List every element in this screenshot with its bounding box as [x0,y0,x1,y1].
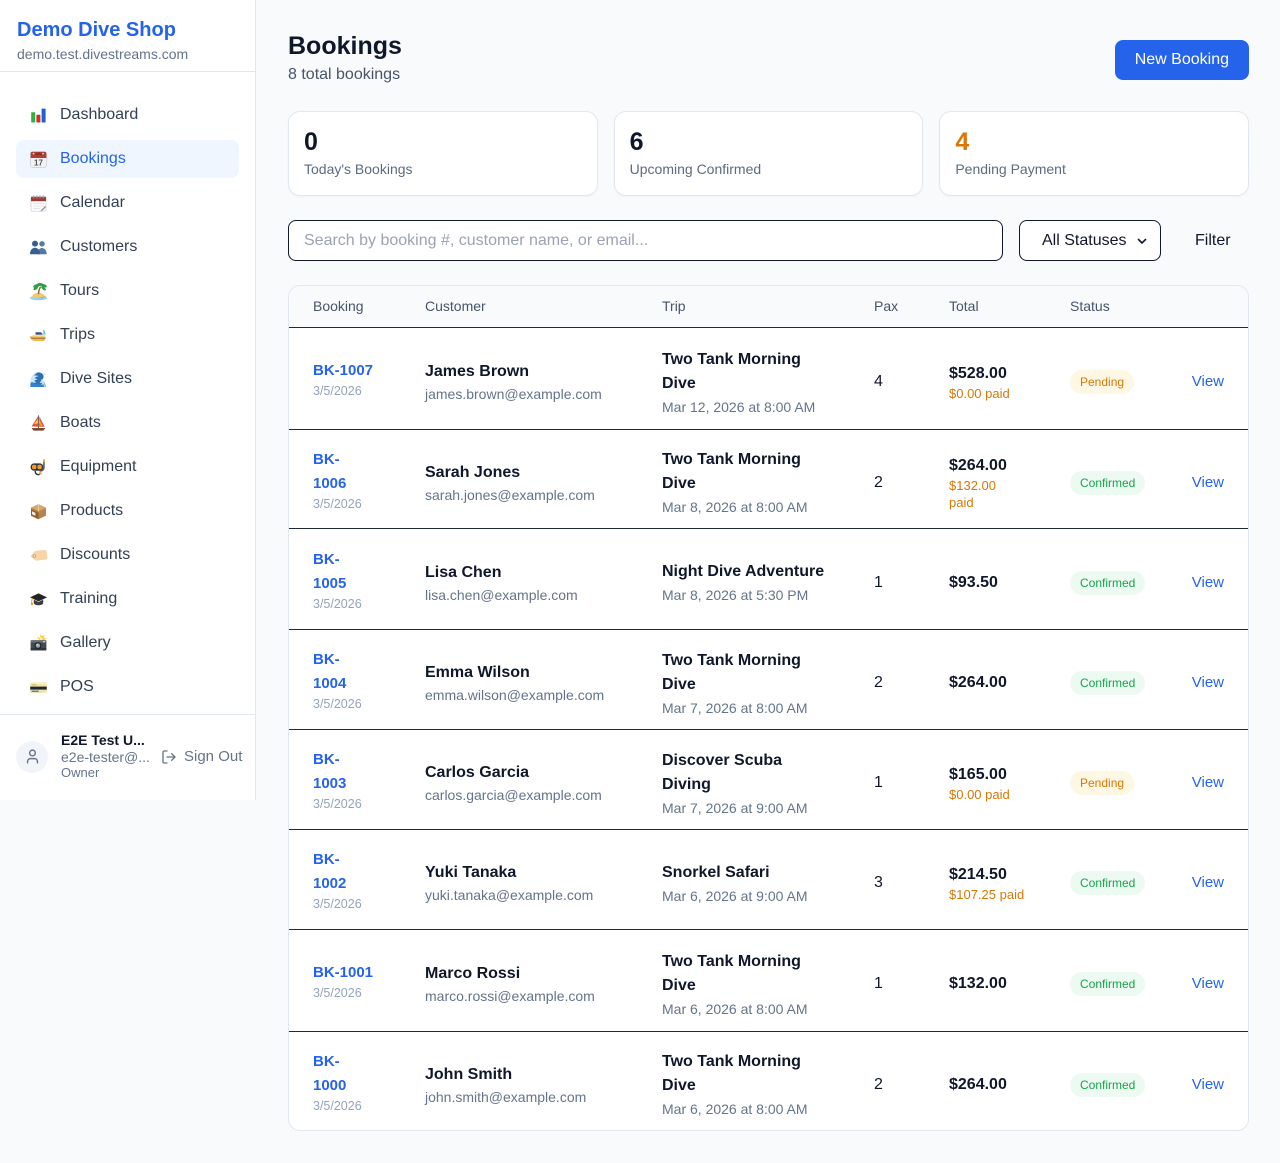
svg-text:17: 17 [34,158,43,167]
